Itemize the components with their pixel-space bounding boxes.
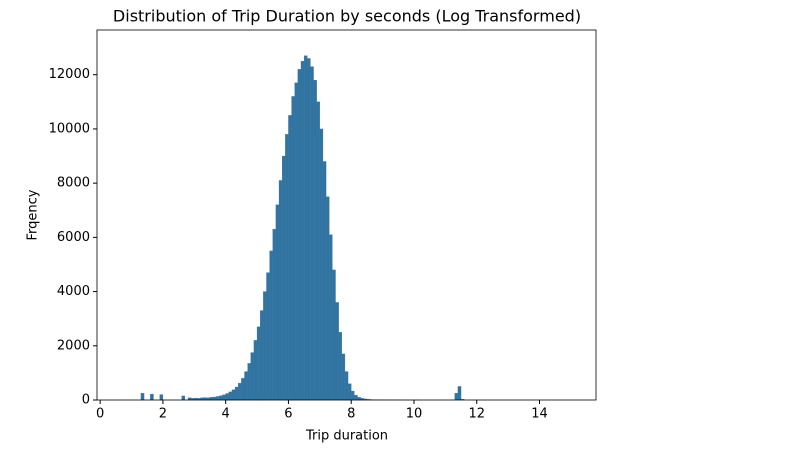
bar — [228, 391, 233, 401]
bar — [341, 353, 346, 401]
x-tick-label: 8 — [347, 407, 355, 422]
x-tick-label: 12 — [468, 407, 485, 422]
x-tick-label: 4 — [222, 407, 230, 422]
x-tick-label: 10 — [406, 407, 423, 422]
bar — [250, 352, 255, 401]
y-tick-label: 0 — [82, 393, 90, 408]
x-tick-label: 14 — [531, 407, 548, 422]
bar — [291, 96, 295, 401]
x-tick-label: 2 — [159, 407, 167, 422]
bar — [238, 383, 242, 401]
bar — [354, 394, 358, 401]
y-axis-label: Frqency — [26, 189, 41, 240]
bar — [278, 180, 283, 401]
bar — [294, 82, 299, 401]
bar — [457, 386, 462, 401]
bar — [181, 395, 186, 401]
bar — [307, 58, 311, 401]
bar — [275, 204, 280, 401]
bar — [297, 69, 302, 401]
x-axis-label: Trip duration — [305, 429, 388, 444]
bar — [231, 389, 236, 401]
bar — [272, 229, 277, 401]
bar — [150, 393, 154, 401]
bar — [300, 61, 305, 401]
bar — [209, 397, 214, 401]
bar — [325, 196, 330, 401]
y-tick-label: 4000 — [57, 284, 90, 299]
bar — [253, 340, 258, 401]
bar — [269, 250, 273, 401]
bar — [285, 134, 289, 401]
y-tick-label: 12000 — [49, 67, 90, 82]
bar — [288, 115, 292, 401]
bar — [212, 396, 217, 401]
bar — [234, 386, 239, 401]
bar — [225, 393, 229, 401]
bar — [140, 393, 145, 401]
bar — [282, 155, 286, 401]
plot-frame — [96, 29, 597, 401]
bar — [316, 101, 320, 401]
bar — [222, 394, 226, 401]
y-tick-label: 8000 — [57, 176, 90, 191]
bar — [329, 234, 333, 401]
bar — [332, 269, 336, 401]
bar — [335, 302, 339, 401]
bar — [159, 394, 164, 401]
bar — [347, 383, 352, 401]
x-tick-label: 0 — [96, 407, 104, 422]
bar — [344, 371, 349, 401]
bar — [338, 332, 342, 401]
bar — [454, 393, 459, 401]
bar — [247, 363, 251, 401]
bar — [219, 395, 223, 401]
bar — [322, 161, 327, 401]
y-tick-label: 10000 — [49, 121, 90, 136]
bar — [357, 397, 361, 401]
y-tick-label: 2000 — [57, 338, 90, 353]
bar — [216, 396, 220, 401]
bar — [303, 55, 308, 401]
bar — [244, 371, 248, 401]
bar — [260, 310, 264, 401]
bar — [319, 128, 324, 401]
y-tick-label: 6000 — [57, 230, 90, 245]
bar — [313, 79, 317, 401]
bar — [241, 378, 245, 401]
bar — [263, 291, 267, 401]
x-tick-label: 6 — [284, 407, 292, 422]
bar — [351, 390, 355, 401]
bar — [256, 326, 261, 401]
bar — [310, 66, 314, 401]
chart-title: Distribution of Trip Duration by seconds… — [113, 7, 581, 26]
bar — [266, 272, 270, 401]
